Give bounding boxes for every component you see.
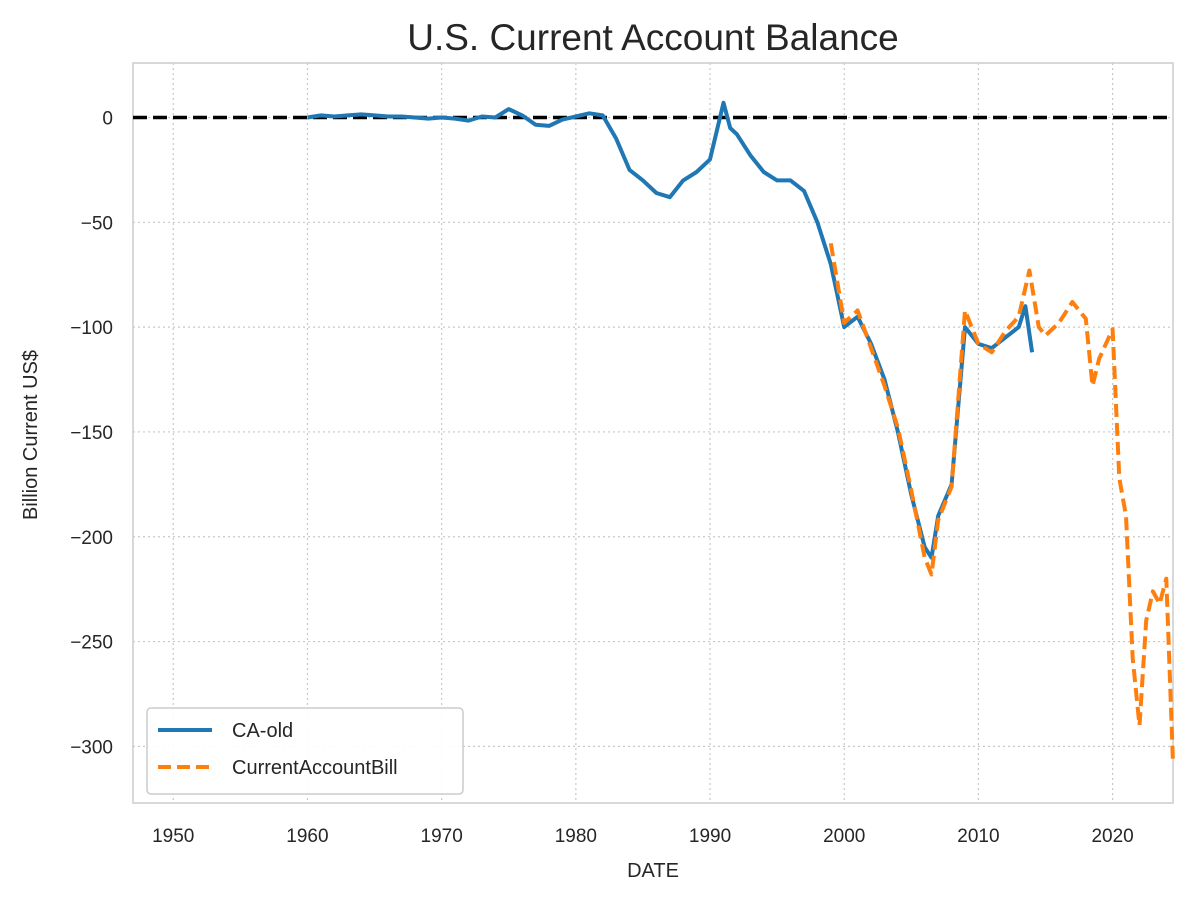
grid bbox=[133, 63, 1173, 803]
x-tick-label: 2020 bbox=[1091, 826, 1133, 847]
x-tick-label: 1950 bbox=[152, 826, 194, 847]
y-tick-label: −150 bbox=[70, 423, 113, 444]
legend: CA-old CurrentAccountBill bbox=[146, 707, 464, 795]
x-tick-label: 1980 bbox=[555, 826, 597, 847]
x-axis-label: DATE bbox=[627, 860, 679, 882]
tick-labels: 1950 1960 1970 1980 1990 2000 2010 2020 0 −50 −100… bbox=[70, 109, 1134, 847]
chart-title: U.S. Current Account Balance bbox=[407, 17, 899, 58]
y-tick-label: 0 bbox=[102, 109, 113, 130]
x-tick-label: 2000 bbox=[823, 826, 865, 847]
y-tick-label: −250 bbox=[70, 633, 113, 654]
legend-label-current-account-bill: CurrentAccountBill bbox=[232, 757, 398, 779]
series-line-ca-old bbox=[307, 100, 1035, 560]
y-tick-label: −50 bbox=[81, 213, 113, 234]
y-axis-label: Billion Current US$ bbox=[20, 350, 42, 520]
series-line-currentaccountbill bbox=[828, 242, 1175, 764]
y-tick-label: −200 bbox=[70, 528, 113, 549]
x-tick-label: 1960 bbox=[286, 826, 328, 847]
x-tick-label: 2010 bbox=[957, 826, 999, 847]
legend-box bbox=[146, 707, 464, 795]
x-tick-label: 1970 bbox=[421, 826, 463, 847]
y-tick-label: −300 bbox=[70, 737, 113, 758]
series-layer bbox=[307, 100, 1175, 764]
y-tick-label: −100 bbox=[70, 318, 113, 339]
legend-label-ca-old: CA-old bbox=[232, 720, 293, 742]
plot-frame bbox=[132, 62, 1174, 804]
x-tick-label: 1990 bbox=[689, 826, 731, 847]
